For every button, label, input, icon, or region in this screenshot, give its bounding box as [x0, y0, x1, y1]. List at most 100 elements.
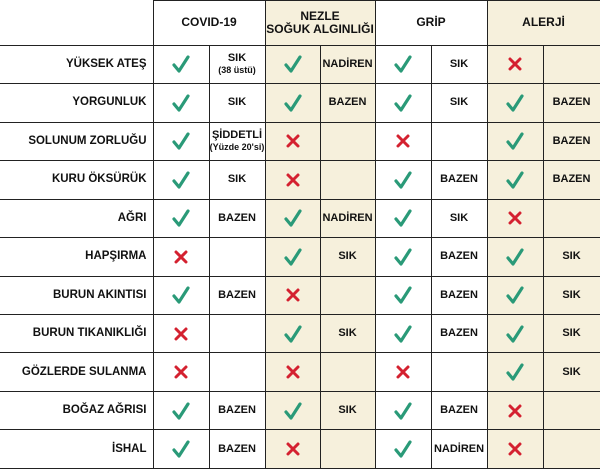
check-icon	[394, 440, 412, 458]
cross-icon	[174, 365, 188, 379]
frequency-cell: SIK	[542, 313, 600, 354]
check-icon	[172, 209, 190, 227]
presence-cell	[264, 160, 321, 200]
presence-cell	[152, 83, 210, 123]
symptom-row: SOLUNUM ZORLUĞU ŞİDDETLİ (Yüzde 20'si) BAZE…	[0, 121, 600, 162]
presence-cell	[264, 121, 321, 162]
frequency-cell: NADİREN	[319, 198, 376, 239]
symptom-row: HAPŞIRMA SIK BAZEN SIK	[0, 237, 600, 277]
presence-cell	[374, 83, 432, 123]
frequency: BAZEN	[328, 96, 367, 109]
check-icon	[172, 171, 190, 189]
presence-cell	[264, 275, 321, 316]
presence-cell	[152, 160, 210, 200]
presence-cell	[152, 44, 210, 85]
column-header: ALERJİ	[486, 0, 600, 46]
presence-cell	[374, 160, 432, 200]
check-icon	[394, 55, 412, 74]
frequency-cell	[319, 160, 376, 200]
check-icon	[394, 325, 412, 343]
frequency-cell: SIK	[430, 44, 488, 85]
frequency: SIK	[338, 250, 357, 263]
frequency-cell: BAZEN	[430, 390, 488, 431]
frequency-cell	[542, 44, 600, 85]
check-icon	[283, 209, 302, 227]
check-icon	[506, 286, 524, 304]
presence-cell	[152, 390, 210, 431]
frequency-cell: NADİREN	[430, 429, 488, 469]
presence-cell	[486, 352, 544, 392]
presence-cell	[264, 237, 321, 277]
presence-cell	[264, 83, 321, 123]
frequency: BAZEN	[552, 134, 591, 147]
symptom-row: BURUN TIKANIKLIĞI SIK BAZEN SIK	[0, 313, 600, 354]
presence-cell	[486, 198, 544, 239]
presence-cell	[152, 275, 210, 316]
frequency-cell: BAZEN	[208, 429, 266, 469]
column-title: GRİP	[416, 15, 446, 30]
check-icon	[394, 286, 412, 304]
frequency-cell: SIK	[542, 237, 600, 277]
frequency: SIK	[562, 288, 581, 301]
frequency: BAZEN	[552, 96, 591, 109]
frequency: ŞİDDETLİ	[211, 128, 263, 141]
presence-cell	[152, 429, 210, 469]
presence-cell	[152, 352, 210, 392]
symptom-label: YORGUNLUK	[0, 83, 154, 123]
check-icon	[172, 132, 190, 150]
frequency: SIK	[338, 327, 357, 340]
frequency: BAZEN	[440, 404, 478, 417]
presence-cell	[374, 429, 432, 469]
frequency: SIK	[338, 404, 357, 417]
presence-cell	[152, 313, 210, 354]
frequency: SIK	[449, 211, 469, 224]
check-icon	[506, 325, 524, 343]
check-icon	[506, 171, 524, 189]
frequency-cell	[319, 352, 376, 392]
frequency: SIK	[449, 96, 469, 109]
cross-icon	[174, 250, 188, 264]
presence-cell	[264, 198, 321, 239]
frequency-cell: BAZEN	[542, 121, 600, 162]
frequency-cell	[542, 198, 600, 239]
corner	[0, 0, 154, 46]
frequency-cell	[208, 237, 266, 277]
presence-cell	[486, 390, 544, 431]
cross-icon	[508, 442, 522, 456]
presence-cell	[152, 121, 210, 162]
symptom-row: AĞRI BAZEN NADİREN SIK	[0, 198, 600, 239]
column-subtitle: SOĞUK ALGINLIĞI	[266, 21, 374, 36]
frequency-cell	[319, 275, 376, 316]
check-icon	[394, 171, 412, 189]
symptom-label: YÜKSEK ATEŞ	[0, 44, 154, 85]
presence-cell	[264, 390, 321, 431]
cross-icon	[396, 134, 410, 148]
check-icon	[283, 402, 302, 420]
symptom-label: HAPŞIRMA	[0, 237, 154, 277]
frequency-cell: SIK	[542, 352, 600, 392]
frequency-cell	[208, 313, 266, 354]
frequency: BAZEN	[440, 173, 478, 186]
frequency: BAZEN	[218, 288, 256, 301]
check-icon	[172, 286, 190, 304]
frequency-cell	[319, 429, 376, 469]
presence-cell	[486, 313, 544, 354]
frequency: SIK	[562, 327, 581, 340]
frequency-note: (Yüzde 20'si)	[209, 141, 265, 152]
column-title: NEZLE	[300, 8, 340, 23]
check-icon	[283, 325, 302, 343]
symptom-row: KURU ÖKSÜRÜK SIK BAZEN BAZEN	[0, 160, 600, 200]
frequency-cell	[208, 352, 266, 392]
frequency-cell: SIK	[319, 237, 376, 277]
column-header: GRİP	[374, 0, 488, 46]
check-icon	[283, 248, 302, 266]
presence-cell	[264, 429, 321, 469]
frequency-cell: BAZEN	[208, 275, 266, 316]
symptom-label: BURUN TIKANIKLIĞI	[0, 313, 154, 354]
symptom-label: BOĞAZ AĞRISI	[0, 390, 154, 431]
presence-cell	[486, 275, 544, 316]
symptom-label: AĞRI	[0, 198, 154, 239]
frequency: NADİREN	[322, 57, 373, 70]
frequency-cell	[542, 390, 600, 431]
